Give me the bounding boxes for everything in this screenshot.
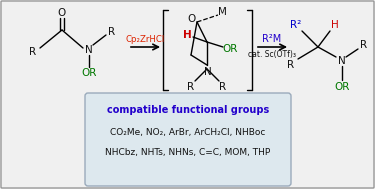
Text: N: N (85, 45, 93, 55)
Text: CO₂Me, NO₂, ArBr, ArCH₂Cl, NHBoc: CO₂Me, NO₂, ArBr, ArCH₂Cl, NHBoc (110, 128, 266, 136)
Text: compatible functional groups: compatible functional groups (107, 105, 269, 115)
Text: R: R (360, 40, 368, 50)
Text: R: R (287, 60, 295, 70)
Text: R: R (219, 82, 226, 92)
Text: OR: OR (222, 44, 238, 54)
Text: O: O (188, 14, 196, 24)
Text: R: R (29, 47, 37, 57)
Text: R: R (108, 27, 115, 37)
Text: OR: OR (334, 82, 350, 92)
Text: R: R (188, 82, 195, 92)
Text: O: O (58, 8, 66, 18)
Text: N: N (204, 67, 212, 77)
Text: Cp₂ZrHCl: Cp₂ZrHCl (125, 36, 165, 44)
Text: R²: R² (290, 20, 302, 30)
Text: H: H (331, 20, 339, 30)
Text: H: H (183, 30, 191, 40)
Text: cat. Sc(OTf)₃: cat. Sc(OTf)₃ (248, 50, 296, 60)
Text: NHCbz, NHTs, NHNs, C=C, MOM, THP: NHCbz, NHTs, NHNs, C=C, MOM, THP (105, 149, 271, 157)
FancyBboxPatch shape (85, 93, 291, 186)
Text: M: M (217, 7, 226, 17)
Text: R²M: R²M (262, 34, 282, 44)
Text: N: N (338, 56, 346, 66)
Text: OR: OR (81, 68, 97, 78)
